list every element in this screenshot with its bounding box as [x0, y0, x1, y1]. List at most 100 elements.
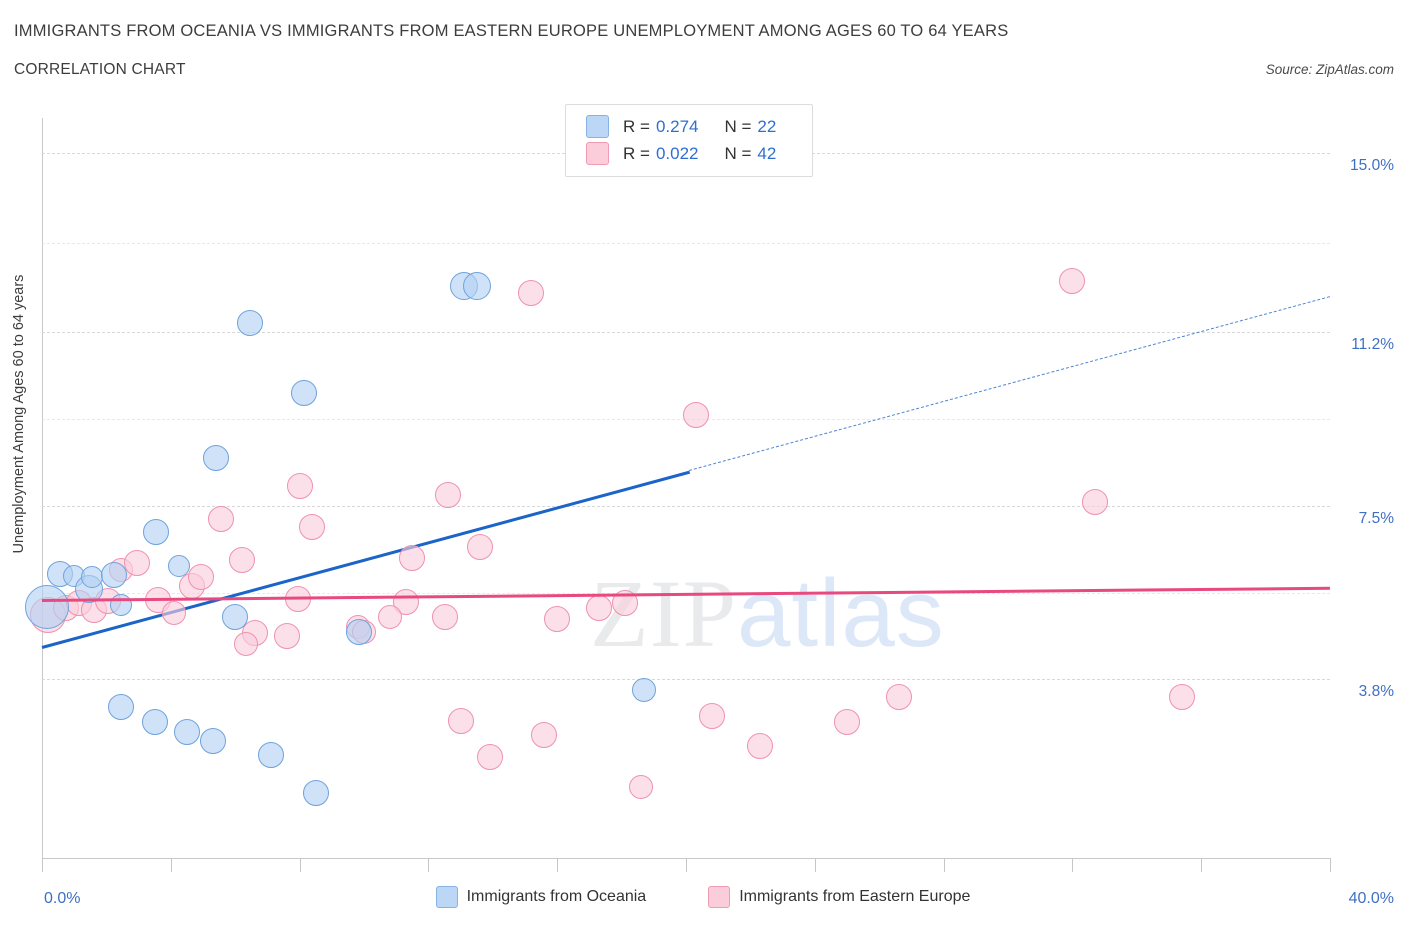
data-point[interactable]: [544, 606, 571, 633]
data-point[interactable]: [228, 546, 255, 573]
gridline-minor: [42, 592, 1330, 594]
x-axis-tick: [686, 858, 687, 872]
series2-r-value: 0.022: [655, 143, 699, 163]
data-point[interactable]: [24, 584, 69, 629]
data-point[interactable]: [207, 505, 234, 532]
x-axis-tick: [42, 858, 43, 872]
data-point[interactable]: [273, 623, 300, 650]
data-point[interactable]: [291, 379, 318, 406]
data-point[interactable]: [531, 721, 558, 748]
data-point[interactable]: [107, 693, 134, 720]
legend-item-eastern-europe[interactable]: Immigrants from Eastern Europe: [708, 886, 970, 908]
data-point[interactable]: [682, 402, 709, 429]
x-axis-tick: [1201, 858, 1203, 872]
x-axis-tick: [170, 858, 172, 872]
plot-area: ZIPatlas: [24, 118, 1331, 858]
data-point[interactable]: [518, 280, 545, 307]
data-point[interactable]: [299, 513, 326, 540]
data-point[interactable]: [399, 545, 426, 572]
data-point[interactable]: [431, 604, 458, 631]
legend-item-oceania[interactable]: Immigrants from Oceania: [435, 886, 647, 908]
series2-n-value: 42: [757, 143, 777, 163]
x-axis-tick: [428, 858, 430, 872]
legend-label-oceania: Immigrants from Oceania: [466, 888, 647, 905]
data-point[interactable]: [257, 741, 284, 768]
series1-n-value: 22: [757, 116, 777, 136]
series2-swatch-icon: [586, 142, 609, 165]
x-axis-tick: [1072, 858, 1074, 872]
x-axis-min-label: 0.0%: [44, 890, 81, 907]
data-point[interactable]: [628, 774, 653, 799]
data-point[interactable]: [236, 310, 263, 337]
data-point[interactable]: [222, 604, 249, 631]
gridline: [42, 505, 1330, 507]
y-axis-tick-label: 7.5%: [1358, 509, 1394, 527]
data-point[interactable]: [377, 605, 402, 630]
data-point[interactable]: [80, 566, 103, 589]
data-point[interactable]: [698, 703, 725, 730]
stats-row-eastern-europe: R = 0.022 N = 42: [566, 140, 812, 167]
series1-swatch-icon: [586, 115, 609, 138]
data-point[interactable]: [167, 554, 190, 577]
data-point[interactable]: [632, 677, 657, 702]
data-point[interactable]: [885, 684, 912, 711]
series1-r-value: 0.274: [655, 116, 699, 136]
x-axis-tick: [943, 858, 945, 872]
x-axis-tick: [1330, 858, 1331, 872]
gridline: [42, 679, 1330, 681]
gridline-minor: [42, 242, 1330, 244]
data-point[interactable]: [346, 618, 373, 645]
data-point[interactable]: [234, 632, 259, 657]
data-point[interactable]: [162, 600, 187, 625]
x-axis-max-label: 40.0%: [1348, 890, 1394, 907]
r-label: R =: [623, 116, 650, 136]
y-axis-line: [42, 118, 43, 858]
data-point[interactable]: [462, 271, 491, 300]
data-point[interactable]: [1059, 268, 1086, 295]
zipatlas-watermark: ZIPatlas: [590, 560, 945, 667]
chart-subtitle: CORRELATION CHART: [14, 61, 186, 78]
data-point[interactable]: [586, 595, 613, 622]
y-axis-tick-label: 3.8%: [1358, 683, 1394, 701]
data-point[interactable]: [202, 444, 229, 471]
legend-label-eastern-europe: Immigrants from Eastern Europe: [739, 888, 971, 905]
y-axis-tick-label: 15.0%: [1350, 157, 1394, 175]
data-point[interactable]: [747, 733, 774, 760]
n-label: N =: [724, 116, 752, 136]
data-point[interactable]: [476, 743, 503, 770]
data-point[interactable]: [101, 562, 128, 589]
data-point[interactable]: [123, 549, 150, 576]
data-point[interactable]: [302, 780, 329, 807]
data-point[interactable]: [141, 708, 168, 735]
data-point[interactable]: [611, 590, 638, 617]
chart-legend: Immigrants from Oceania Immigrants from …: [0, 886, 1406, 908]
data-point[interactable]: [447, 707, 474, 734]
data-point[interactable]: [188, 564, 215, 591]
stats-row-oceania: R = 0.274 N = 22: [566, 113, 812, 140]
data-point[interactable]: [109, 594, 132, 617]
n-label: N =: [724, 143, 752, 163]
x-axis-tick: [557, 858, 559, 872]
r-label: R =: [623, 143, 650, 163]
data-point[interactable]: [173, 719, 200, 746]
page-title: IMMIGRANTS FROM OCEANIA VS IMMIGRANTS FR…: [14, 22, 1009, 40]
data-point[interactable]: [466, 533, 493, 560]
data-point[interactable]: [834, 708, 860, 735]
data-point[interactable]: [143, 519, 170, 546]
trendline-oceania-dashed: [689, 296, 1331, 472]
legend-swatch-oceania-icon: [435, 886, 458, 908]
data-point[interactable]: [434, 482, 461, 509]
legend-swatch-eastern-europe-icon: [708, 886, 731, 908]
data-point[interactable]: [284, 585, 311, 612]
data-point[interactable]: [286, 472, 313, 499]
y-axis-tick-label: 11.2%: [1351, 335, 1394, 353]
data-point[interactable]: [1168, 684, 1195, 711]
data-point[interactable]: [199, 728, 226, 755]
correlation-stats-box: R = 0.274 N = 22 R = 0.022 N = 42: [565, 104, 813, 177]
gridline: [42, 331, 1330, 333]
x-axis-tick: [299, 858, 301, 872]
source-label: Source: ZipAtlas.com: [1265, 62, 1394, 77]
x-axis-tick: [814, 858, 816, 872]
data-point[interactable]: [1081, 488, 1108, 515]
